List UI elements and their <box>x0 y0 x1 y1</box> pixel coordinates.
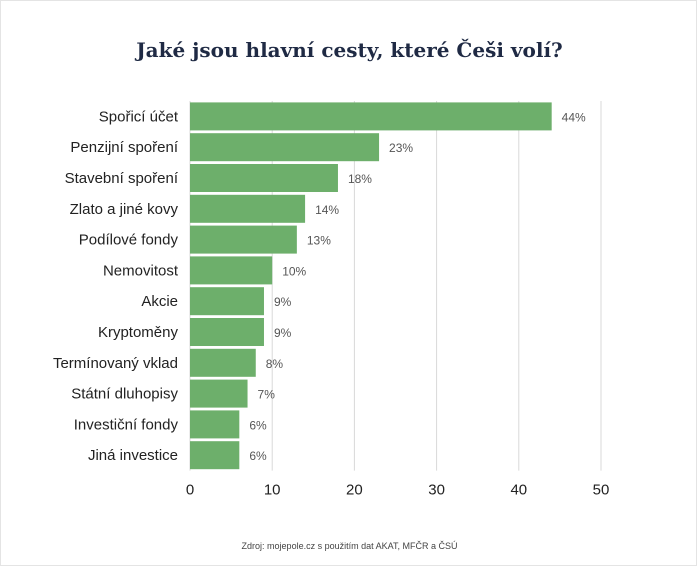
value-label: 14% <box>315 203 339 217</box>
grid-lines <box>189 101 602 471</box>
category-label: Zlato a jiné kovy <box>70 201 179 218</box>
x-tick-label: 30 <box>428 482 445 499</box>
chart-title: Jaké jsou hlavní cesty, které Češi volí? <box>136 38 563 62</box>
x-tick-label: 50 <box>593 482 610 499</box>
bar <box>190 164 338 192</box>
category-label: Investiční fondy <box>74 416 179 433</box>
category-label: Kryptoměny <box>98 324 179 341</box>
category-label: Spořicí účet <box>99 108 179 125</box>
bar <box>190 133 380 162</box>
value-label: 13% <box>307 234 331 248</box>
category-label: Penzijní spoření <box>70 139 178 156</box>
source-note: Zdroj: mojepole.cz s použitím dat AKAT, … <box>241 541 458 551</box>
category-label: Státní dluhopisy <box>71 386 178 403</box>
bar <box>190 102 552 131</box>
chart-frame <box>0 0 697 566</box>
value-label: 23% <box>389 141 413 155</box>
value-label: 6% <box>249 449 267 463</box>
value-label: 18% <box>348 172 372 186</box>
bar <box>190 318 264 346</box>
x-tick-label: 0 <box>186 482 194 499</box>
x-tick-label: 10 <box>264 482 281 499</box>
category-label: Nemovitost <box>103 262 179 279</box>
value-label: 9% <box>274 326 292 340</box>
category-labels: Spořicí účet Penzijní spoření Stavební spo… <box>53 108 179 464</box>
value-labels: 44% 23% 18% 14% 13% 10% 9% 9% 8% 7% 6% 6% <box>249 110 586 463</box>
bar <box>190 348 256 377</box>
category-label: Jiná investice <box>88 447 178 464</box>
bar <box>190 441 240 470</box>
x-tick-label: 40 <box>510 482 527 499</box>
x-tick-label: 20 <box>346 482 363 499</box>
value-label: 6% <box>249 418 267 432</box>
bar <box>190 194 306 223</box>
bar <box>190 379 248 408</box>
bars <box>190 102 552 470</box>
value-label: 9% <box>274 295 292 309</box>
category-label: Termínovaný vklad <box>53 355 178 372</box>
bar <box>190 287 264 316</box>
value-label: 10% <box>282 264 306 278</box>
value-label: 7% <box>258 388 276 402</box>
category-label: Stavební spoření <box>65 170 179 187</box>
x-axis-ticks: 0 10 20 30 40 50 <box>186 482 610 499</box>
category-label: Podílové fondy <box>79 232 179 249</box>
value-label: 44% <box>562 110 586 124</box>
bar <box>190 410 240 439</box>
category-label: Akcie <box>141 293 178 310</box>
bar <box>190 256 273 285</box>
value-label: 8% <box>266 357 284 371</box>
bar <box>190 225 297 254</box>
